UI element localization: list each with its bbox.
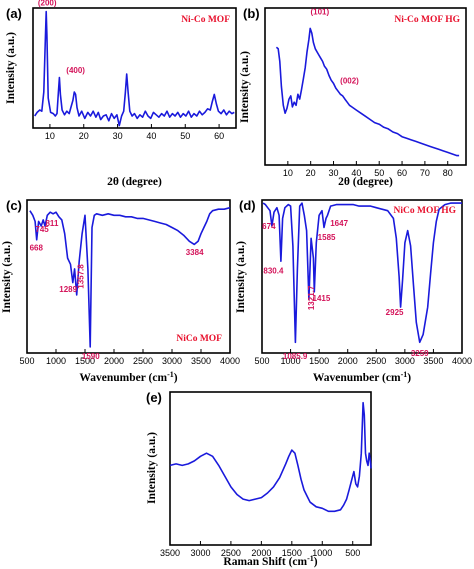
x-tick-label: 2000	[338, 356, 358, 366]
x-tick-label: 2500	[221, 548, 241, 558]
x-tick-label: 3500	[160, 548, 180, 558]
x-tick-label: 3500	[423, 356, 443, 366]
x-tick-label: 3000	[395, 356, 415, 366]
x-axis-label: Wavenumber (cm-1)	[79, 370, 177, 384]
x-tick-label: 50	[374, 168, 384, 178]
x-tick-label: 20	[306, 168, 316, 178]
peak-annotation: 674	[262, 222, 276, 231]
x-tick-label: 3000	[190, 548, 210, 558]
x-tick-label: 10	[283, 168, 293, 178]
x-tick-label: 3000	[162, 356, 182, 366]
x-tick-label: 2500	[366, 356, 386, 366]
panel-d: 500 1000 1500 2000 2500 3000 3500 4000 674 830.4 1…	[235, 198, 472, 384]
peak-annotation: 1357.8	[76, 264, 85, 289]
panel-e: 3500 3000 2500 2000 1500 1000 500 (e) Intensity …	[146, 390, 372, 568]
series-line	[34, 10, 235, 127]
peak-annotation: 1590	[82, 352, 100, 361]
legend-label: NiCo MOF HG	[394, 206, 457, 216]
x-tick-label: 20	[79, 131, 89, 141]
x-axis-label: 2θ (degree)	[107, 176, 162, 188]
x-tick-label: 10	[45, 131, 55, 141]
y-axis-label: Intensity (a.u.)	[239, 51, 251, 123]
x-tick-label: 70	[420, 168, 430, 178]
series-line	[29, 206, 231, 348]
x-tick-label: 4000	[220, 356, 240, 366]
peak-annotation: 830.4	[263, 266, 284, 275]
x-tick-label: 30	[113, 131, 123, 141]
panel-label: (c)	[6, 198, 22, 213]
x-tick-label: 2500	[133, 356, 153, 366]
x-tick-label: 1000	[46, 356, 66, 366]
x-tick-label: 40	[146, 131, 156, 141]
peak-annotation: (400)	[66, 66, 85, 75]
x-tick-label: 30	[329, 168, 339, 178]
peak-annotation: 3384	[186, 248, 204, 257]
series-line	[262, 202, 462, 344]
plot-frame	[169, 391, 372, 546]
x-tick-label: 500	[19, 356, 34, 366]
plot-frame	[264, 7, 467, 166]
peak-annotation: 811	[45, 219, 58, 228]
x-tick-label: 500	[345, 548, 360, 558]
x-tick-label: 60	[397, 168, 407, 178]
legend-label: Ni-Co MOF	[181, 15, 230, 25]
x-tick-label: 50	[180, 131, 190, 141]
peak-annotation: 2925	[386, 308, 404, 317]
panel-label: (b)	[243, 6, 260, 21]
y-axis-label: Intensity (a.u.)	[5, 32, 17, 104]
x-tick-label: 60	[214, 131, 224, 141]
peak-annotation: 1289	[59, 285, 77, 294]
x-axis-label: Raman Shift (cm-1)	[223, 554, 317, 568]
peak-annotation: (101)	[310, 7, 329, 16]
x-tick-label: 1500	[75, 356, 95, 366]
peak-annotation: 1585	[318, 233, 336, 242]
legend-label: NiCo MOF	[176, 334, 222, 344]
x-tick-label: 500	[254, 356, 269, 366]
plot-frame	[32, 7, 237, 129]
panel-c: 500 1000 1500 2000 2500 3000 3500 4000 668 745811…	[1, 198, 240, 384]
x-tick-label: 1500	[282, 548, 302, 558]
plot-frame	[26, 199, 231, 354]
x-tick-label: 3500	[191, 356, 211, 366]
peak-annotation: 3259	[411, 349, 429, 358]
x-tick-label: 80	[443, 168, 453, 178]
y-axis-label: Intensity (a.u.)	[235, 241, 247, 313]
x-tick-label: 2000	[104, 356, 124, 366]
x-tick-label: 4000	[452, 356, 472, 366]
y-axis-label: Intensity (a.u.)	[1, 241, 13, 313]
peak-annotation: (200)	[38, 0, 57, 8]
y-axis-label: Intensity (a.u.)	[146, 432, 158, 504]
x-tick-label: 40	[351, 168, 361, 178]
x-tick-label: 2000	[251, 548, 271, 558]
x-tick-label: 1000	[312, 548, 332, 558]
panel-label: (d)	[239, 198, 256, 213]
panel-b: 10 20 30 40 50 60 70 80 (101) (002) (b) Ni-Co MOF H…	[239, 6, 467, 188]
series-line	[169, 401, 372, 513]
x-tick-label: 1000	[281, 356, 301, 366]
peak-annotation: 1321.7	[307, 285, 316, 310]
legend-label: Ni-Co MOF HG	[394, 15, 460, 25]
series-line	[275, 27, 460, 157]
panel-label: (e)	[146, 390, 162, 405]
plot-frame	[261, 199, 463, 354]
x-tick-label: 1500	[309, 356, 329, 366]
panel-label: (a)	[6, 6, 22, 21]
peak-annotation: 668	[30, 243, 44, 252]
peak-annotation: (002)	[340, 76, 359, 85]
peak-annotation: 1085.9	[283, 352, 308, 361]
panel-a: 10 20 30 40 50 60 (200) (400) (a) Ni-Co MOF Intens…	[5, 0, 237, 188]
peak-annotation: 1647	[330, 219, 348, 228]
x-axis-label: 2θ (degree)	[338, 176, 393, 188]
x-axis-label: Wavenumber (cm-1)	[313, 370, 411, 384]
peak-annotation: 1415	[313, 294, 331, 303]
peak-annotation: 745	[35, 225, 49, 234]
